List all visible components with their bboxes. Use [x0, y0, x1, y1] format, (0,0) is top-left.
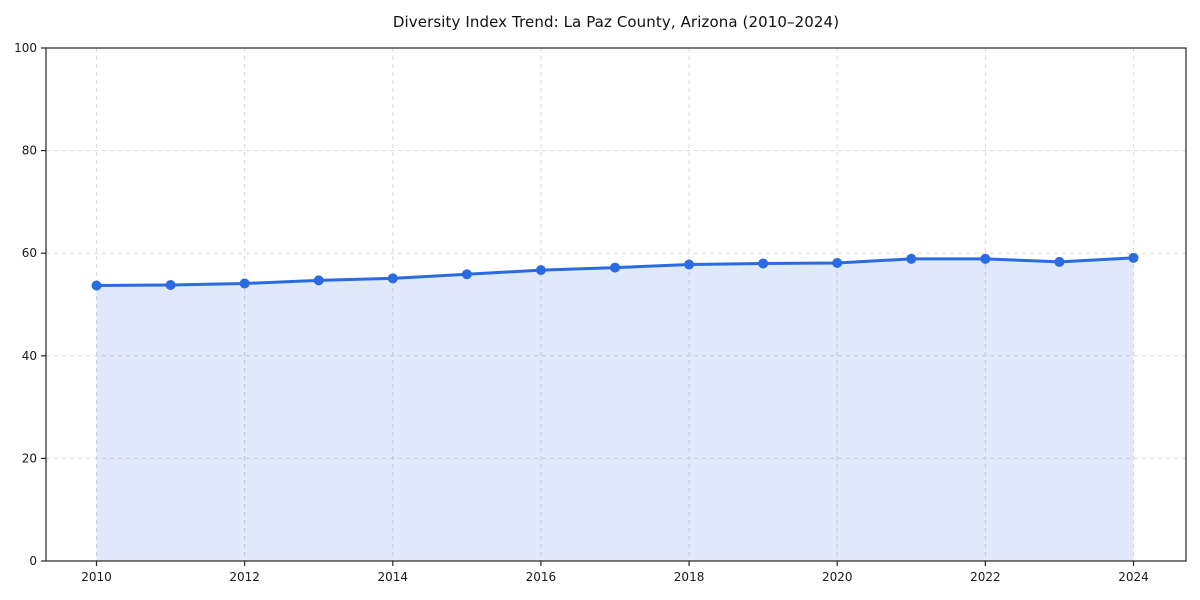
y-tick-label: 100 [14, 41, 37, 55]
x-tick-label: 2022 [970, 570, 1001, 584]
area-fill [96, 257, 1134, 561]
data-point [758, 258, 769, 269]
data-point [535, 265, 546, 276]
plot-border [45, 47, 1187, 562]
x-tick-label: 2010 [81, 570, 112, 584]
data-point [1054, 256, 1065, 267]
data-point [165, 280, 176, 291]
data-point [610, 262, 620, 273]
y-tick-label: 80 [22, 144, 37, 158]
data-point [906, 253, 917, 264]
data-point [91, 280, 102, 291]
x-tick-label: 2020 [822, 570, 853, 584]
y-tick-label: 40 [22, 349, 37, 363]
data-point [387, 273, 398, 284]
data-point [832, 257, 843, 268]
x-tick-label: 2014 [378, 570, 409, 584]
y-tick-label: 20 [22, 451, 37, 465]
data-point [980, 253, 991, 264]
data-point [1128, 252, 1139, 263]
x-tick-label: 2016 [526, 570, 557, 584]
x-tick-label: 2024 [1118, 570, 1149, 584]
data-point [239, 278, 250, 289]
data-point [313, 275, 324, 286]
data-point [461, 269, 472, 280]
chart-title: Diversity Index Trend: La Paz County, Ar… [392, 13, 840, 31]
data-point [684, 259, 695, 270]
x-tick-label: 2012 [229, 570, 260, 584]
x-tick-label: 2018 [674, 570, 705, 584]
y-tick-label: 60 [22, 246, 37, 260]
y-tick-label: 0 [29, 554, 37, 568]
